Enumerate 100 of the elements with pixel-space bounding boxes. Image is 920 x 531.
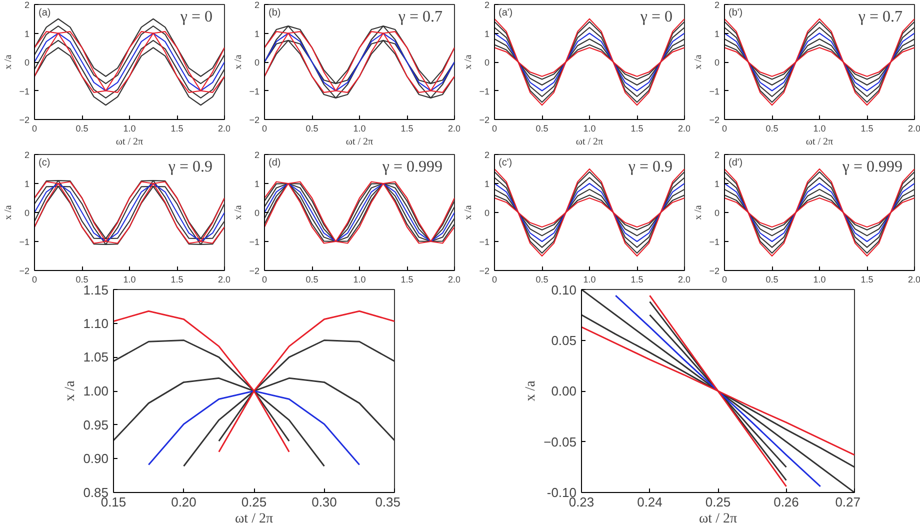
annotation: (a') xyxy=(498,8,513,18)
y-tick-label: 1.10 xyxy=(83,316,109,331)
annotation: (b') xyxy=(728,8,743,18)
y-tick-label: −1 xyxy=(249,86,260,96)
x-axis-title: ωt / 2π xyxy=(234,512,274,526)
y-axis-title: x /a xyxy=(693,54,704,70)
x-tick-label: 0.26 xyxy=(774,494,799,510)
annotation: γ = 0.7 xyxy=(397,8,442,26)
y-tick-label: 2 xyxy=(24,0,30,10)
y-tick-label: −1 xyxy=(19,86,30,96)
annotation: γ = 0.9 xyxy=(627,158,672,176)
y-tick-label: −2 xyxy=(19,115,30,125)
y-axis-title: x /a xyxy=(3,54,14,70)
y-tick-label: −2 xyxy=(249,266,260,276)
y-tick-label: 1 xyxy=(484,28,490,39)
x-tick-label: 1.5 xyxy=(170,274,184,284)
annotation: (d') xyxy=(728,158,743,168)
y-axis-title: x /a xyxy=(3,204,14,220)
y-tick-label: 0 xyxy=(24,58,30,68)
y-tick-label: 0 xyxy=(254,58,260,68)
x-tick-label: 1.0 xyxy=(583,124,596,134)
annotation: γ = 0.999 xyxy=(381,158,442,176)
y-tick-label: −1 xyxy=(479,86,490,96)
x-tick-label: 1.0 xyxy=(123,124,136,134)
y-tick-label: 2 xyxy=(254,0,260,10)
y-tick-label: 2 xyxy=(714,0,720,10)
x-tick-label: 0.30 xyxy=(312,494,337,510)
y-tick-label: 1 xyxy=(24,179,30,189)
x-tick-label: 0.24 xyxy=(637,494,662,510)
y-tick-label: 2 xyxy=(714,150,720,160)
x-tick-label: 1.5 xyxy=(170,124,184,134)
x-axis-title: ωt / 2π xyxy=(576,136,604,148)
y-axis-title: x /a xyxy=(524,380,539,402)
annotation: γ = 0 xyxy=(639,8,672,26)
y-tick-label: −2 xyxy=(479,115,490,125)
x-tick-label: 0 xyxy=(32,124,38,134)
x-axis-title: ωt / 2π xyxy=(698,512,738,526)
y-tick-label: 0 xyxy=(714,58,720,68)
y-axis-title: x /a xyxy=(463,54,474,70)
annotation: (d) xyxy=(268,158,281,168)
y-tick-label: 0.05 xyxy=(551,332,577,348)
y-tick-label: −1 xyxy=(19,237,30,247)
x-tick-label: 0.5 xyxy=(306,274,318,284)
y-tick-label: 2 xyxy=(484,150,490,160)
x-tick-label: 0.5 xyxy=(76,124,88,134)
x-tick-label: 1.5 xyxy=(630,274,644,284)
x-tick-label: 2.0 xyxy=(448,124,461,134)
y-tick-label: 1 xyxy=(254,179,260,189)
y-tick-label: −1 xyxy=(249,237,260,247)
x-axis-title: ωt / 2π xyxy=(116,136,144,148)
x-tick-label: 1.0 xyxy=(353,124,366,134)
y-tick-label: 0 xyxy=(714,208,720,218)
x-tick-label: 0 xyxy=(722,274,728,284)
y-tick-label: −2 xyxy=(19,266,30,276)
x-tick-label: 1.0 xyxy=(123,274,136,284)
x-tick-label: 1.5 xyxy=(400,274,414,284)
x-tick-label: 0.27 xyxy=(835,494,861,510)
y-tick-label: 2 xyxy=(254,150,260,160)
y-tick-label: 0 xyxy=(484,58,490,68)
y-tick-label: 1.05 xyxy=(83,350,109,365)
y-tick-label: −2 xyxy=(249,115,260,125)
x-tick-label: 1.0 xyxy=(813,124,826,134)
annotation: γ = 0 xyxy=(179,8,212,26)
x-tick-label: 1.5 xyxy=(860,274,874,284)
x-tick-label: 0 xyxy=(262,274,268,284)
x-tick-label: 0 xyxy=(262,124,268,134)
x-tick-label: 0.5 xyxy=(306,124,318,134)
y-tick-label: −2 xyxy=(709,266,720,276)
x-tick-label: 1.5 xyxy=(860,124,874,134)
x-tick-label: 0 xyxy=(492,274,498,284)
x-tick-label: 0.20 xyxy=(171,494,196,510)
x-axis-title: ωt / 2π xyxy=(346,136,374,148)
y-tick-label: −1 xyxy=(709,237,720,247)
x-tick-label: 1.0 xyxy=(583,274,596,284)
x-tick-label: 0.5 xyxy=(76,274,88,284)
y-tick-label: 1 xyxy=(714,179,720,189)
y-axis-title: x /a xyxy=(693,204,704,220)
x-tick-label: 0.5 xyxy=(766,274,778,284)
y-tick-label: −2 xyxy=(709,115,720,125)
annotation: γ = 0.999 xyxy=(841,158,902,176)
y-tick-label: 1 xyxy=(484,179,490,189)
y-tick-label: 2 xyxy=(24,150,30,160)
annotation: (c') xyxy=(498,158,512,168)
y-tick-label: 1 xyxy=(714,28,720,39)
y-tick-label: 1.00 xyxy=(83,384,109,398)
y-axis-title: x /a xyxy=(63,380,78,402)
y-axis-title: x /a xyxy=(233,204,244,220)
y-tick-label: −1 xyxy=(479,237,490,247)
x-tick-label: 0.5 xyxy=(536,274,548,284)
y-axis-title: x /a xyxy=(463,204,474,220)
y-tick-label: 1.15 xyxy=(83,282,109,298)
y-tick-label: 1 xyxy=(24,28,30,39)
y-tick-label: 0.00 xyxy=(551,384,577,398)
y-tick-label: 0.90 xyxy=(83,451,109,466)
x-tick-label: 0 xyxy=(32,274,38,284)
y-tick-label: 0 xyxy=(484,208,490,218)
annotation: (a) xyxy=(38,8,51,18)
y-tick-label: 0 xyxy=(24,208,30,218)
x-tick-label: 2.0 xyxy=(678,274,691,284)
annotation: (b) xyxy=(268,8,281,18)
